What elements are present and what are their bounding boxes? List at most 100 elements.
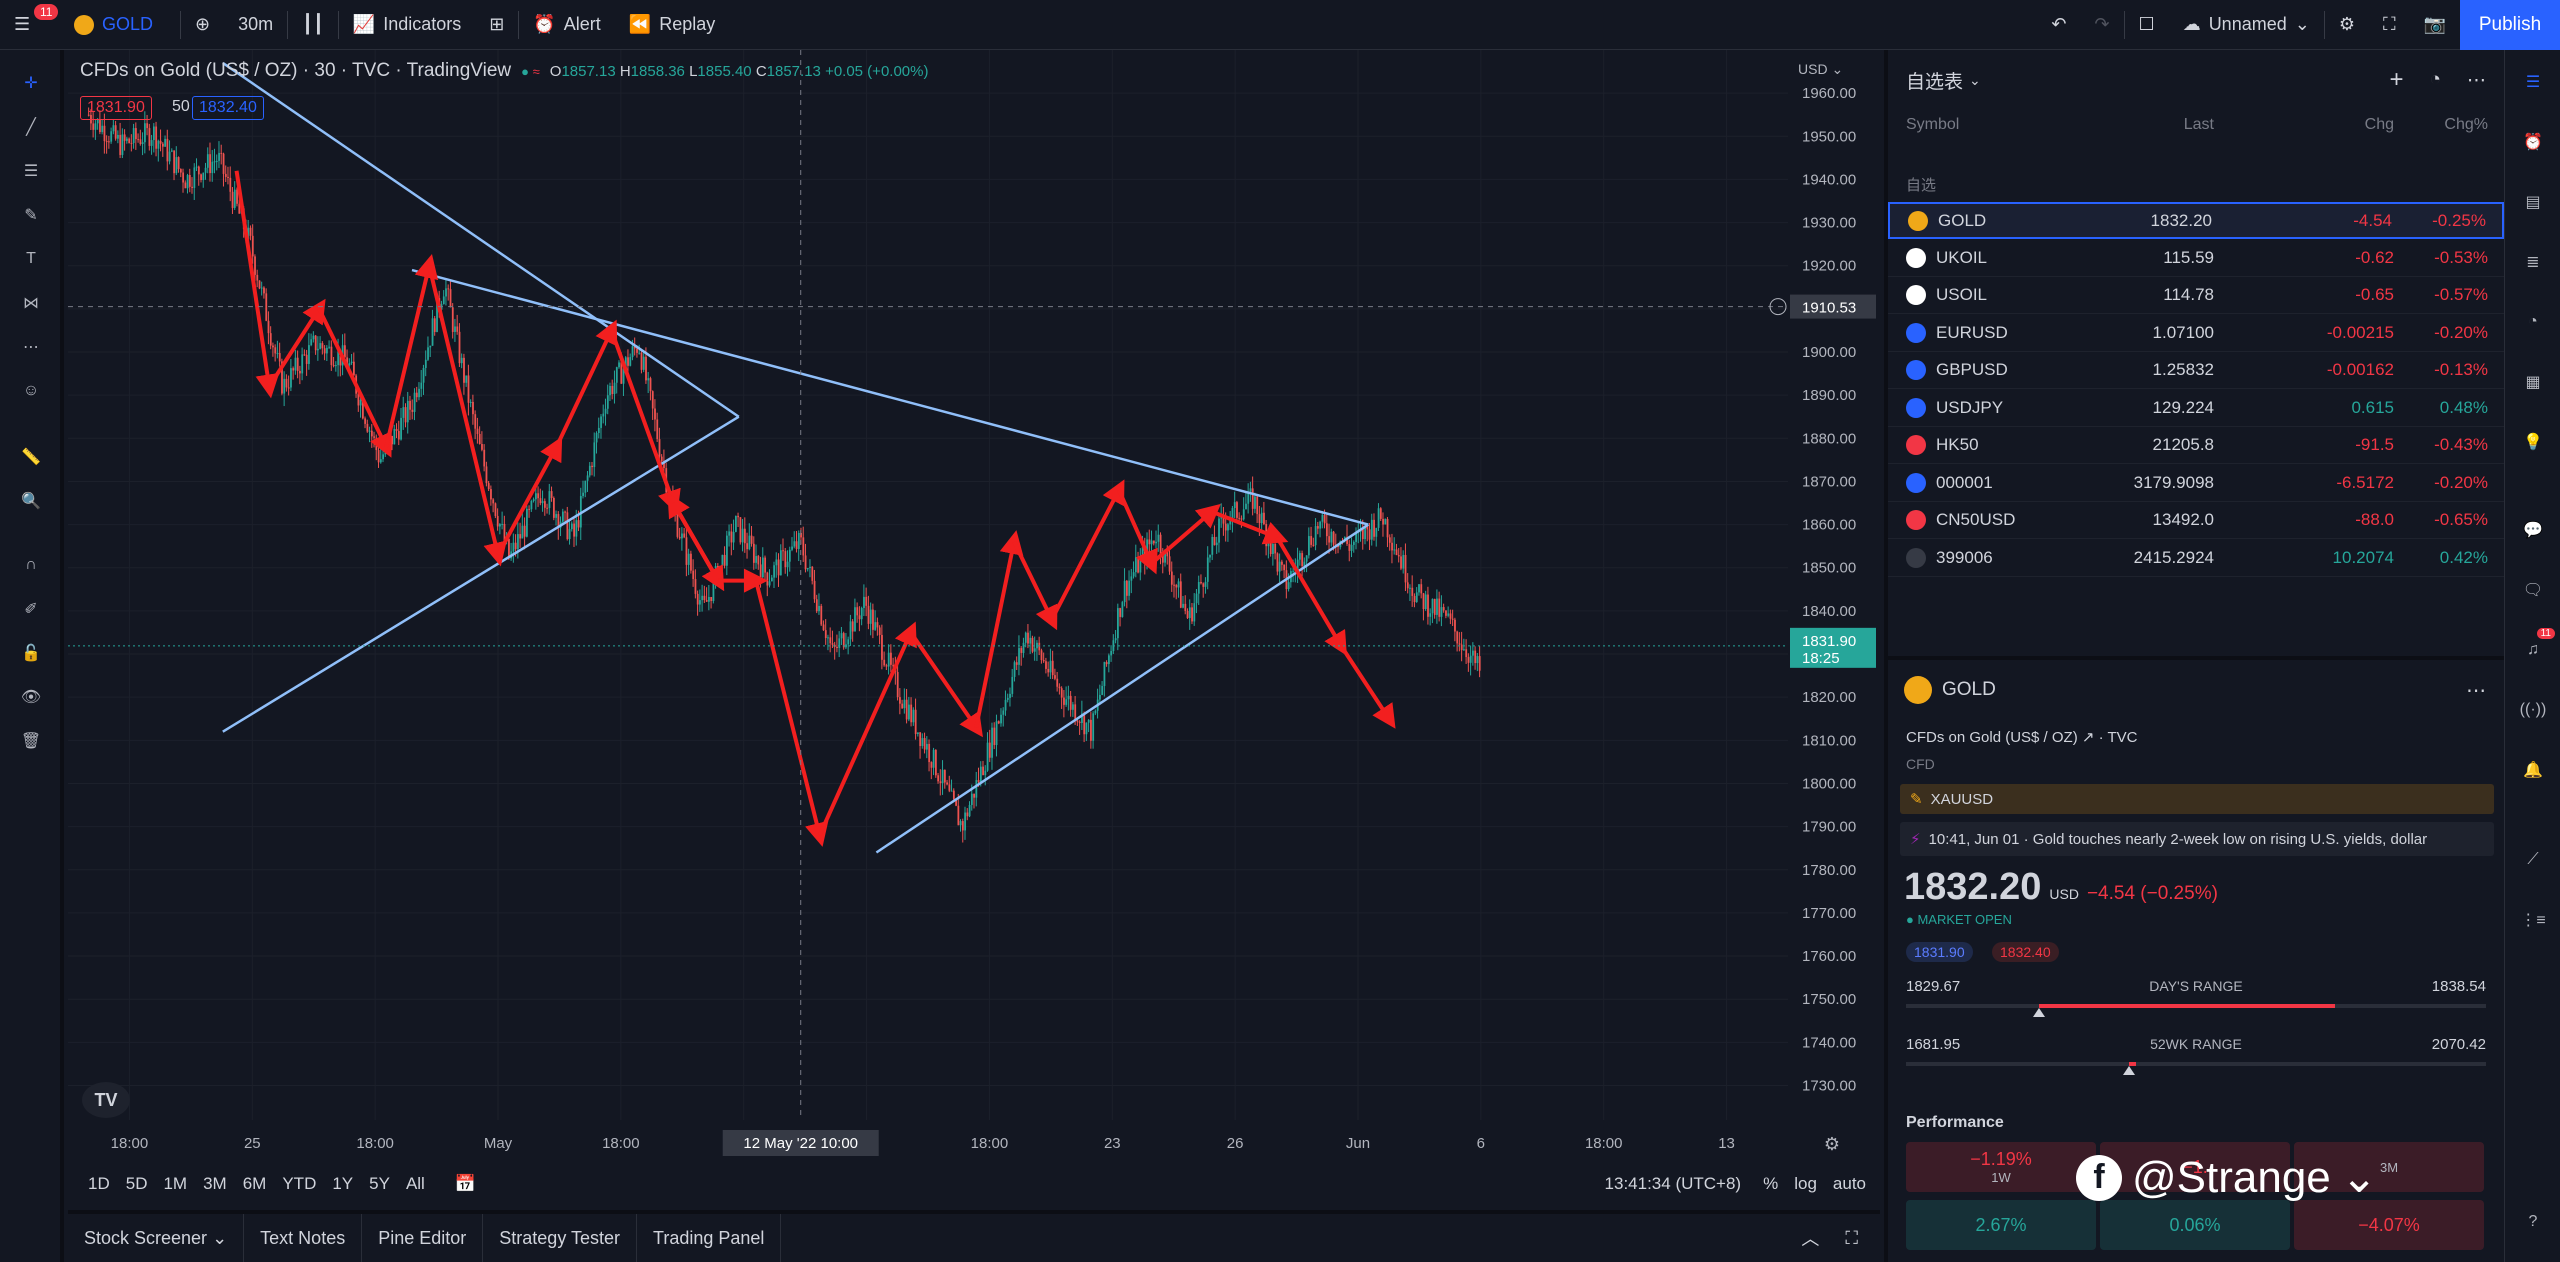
calendar-icon[interactable]: ▦ (2525, 374, 2541, 391)
watchlist-row[interactable]: UKOIL 115.59 -0.62 -0.53% (1888, 240, 2504, 277)
publish-button[interactable]: Publish (2460, 0, 2560, 50)
tab-strategy-tester[interactable]: Strategy Tester (483, 1214, 638, 1262)
dom-icon[interactable]: ⋮≡ (2520, 912, 2546, 929)
tab-stock-screener[interactable]: Stock Screener ⌄ (68, 1214, 245, 1262)
watchlist-row[interactable]: CN50USD 13492.0 -88.0 -0.65% (1888, 502, 2504, 539)
perf-6m[interactable]: 2.67% (1906, 1200, 2096, 1250)
undo-button[interactable]: ↶ (2037, 0, 2080, 50)
timeframe-5d[interactable]: 5D (125, 1174, 148, 1193)
log-toggle[interactable]: log (1794, 1174, 1817, 1193)
perf-1y[interactable]: −4.07% (2294, 1200, 2484, 1250)
crosshair-icon[interactable]: ✛ (24, 75, 38, 92)
trendline-icon[interactable]: ╱ (26, 119, 36, 136)
eye-icon[interactable]: 👁 (20, 689, 42, 706)
watchlist-icon[interactable]: ☰ (2525, 74, 2541, 91)
tab-text-notes[interactable]: Text Notes (244, 1214, 363, 1262)
column-symbol[interactable]: Symbol (1906, 116, 1960, 133)
redo-button[interactable]: ↷ (2080, 0, 2123, 50)
layouts-button[interactable]: ⊞ (475, 0, 518, 50)
prediction-icon[interactable]: ⋯ (23, 339, 39, 356)
zoom-icon[interactable]: 🔍 (21, 493, 41, 510)
pattern-icon[interactable]: ⋈ (23, 295, 39, 312)
add-compare-button[interactable]: ⊕ (181, 0, 224, 50)
timeframe-ytd[interactable]: YTD (282, 1174, 317, 1193)
timeframe-1y[interactable]: 1Y (332, 1174, 354, 1193)
details-symbol[interactable]: GOLD (1942, 679, 1996, 700)
data-window-icon[interactable]: ▤ (2525, 194, 2541, 211)
timeframe-all[interactable]: All (405, 1174, 425, 1193)
news-headline[interactable]: ⚡ 10:41, Jun 01 · Gold touches nearly 2-w… (1900, 822, 2494, 856)
add-symbol-icon[interactable]: + (2389, 66, 2404, 93)
watchlist-row[interactable]: HK50 21205.8 -91.5 -0.43% (1888, 427, 2504, 464)
description-text[interactable]: CFDs on Gold (US$ / OZ) (1906, 729, 2078, 746)
menu-button[interactable]: ☰ 11 (0, 0, 60, 50)
hotlist-icon[interactable]: ◔ (2528, 313, 2538, 330)
perf-1m[interactable]: −1. (2100, 1142, 2290, 1192)
indicators-button[interactable]: 📈 Indicators (339, 0, 475, 50)
emoji-icon[interactable]: ☺ (22, 382, 40, 399)
chart-pane[interactable]: USD ⌄ 1960.00 1950.00 1940.00 1930.00 1920.00… (68, 50, 1880, 1210)
settings-button[interactable]: ⚙ (2325, 0, 2369, 50)
timeframe-3m[interactable]: 3M (203, 1174, 227, 1193)
percent-toggle[interactable]: % (1763, 1174, 1779, 1193)
buy-price[interactable]: 1832.40 (192, 96, 264, 120)
collapse-icon[interactable]: ︿ (1801, 1229, 1820, 1249)
fib-icon[interactable]: ☰ (23, 163, 39, 180)
perf-3m[interactable]: 3M (2294, 1142, 2484, 1192)
news-icon[interactable]: ≣ (2526, 254, 2540, 271)
price-chart[interactable]: USD ⌄ 1960.00 1950.00 1940.00 1930.00 1920.00… (68, 50, 1880, 1210)
alert-button[interactable]: ⏰ Alert (519, 0, 614, 50)
chats-icon[interactable]: 💬 (2523, 522, 2543, 539)
chevron-down-icon[interactable]: ⌄ (1969, 71, 1981, 88)
magnet-icon[interactable]: ∩ (25, 556, 37, 573)
replay-button[interactable]: ⏪ Replay (615, 0, 729, 50)
related-symbol[interactable]: ✎ XAUUSD (1900, 784, 2494, 814)
watchlist-section-label[interactable]: 自选 (1906, 177, 1937, 194)
chart-trend-icon[interactable]: ⟋ (2527, 851, 2539, 868)
column-chg[interactable]: Chg (2364, 116, 2394, 133)
ideas-icon[interactable]: 💡 (2523, 434, 2543, 451)
auto-toggle[interactable]: auto (1832, 1174, 1866, 1193)
external-link-icon[interactable]: ↗ (2081, 729, 2095, 746)
streams-icon[interactable]: ((·)) (2519, 701, 2547, 718)
bell-icon[interactable]: 🔔 (2523, 762, 2543, 779)
ruler-icon[interactable]: 📏 (21, 449, 41, 466)
more-icon[interactable]: ⋯ (2466, 680, 2486, 702)
messages-icon[interactable]: 🗨 (2522, 582, 2544, 599)
sell-price[interactable]: 1831.90 (80, 96, 152, 120)
stay-drawing-icon[interactable]: ✐ (24, 601, 38, 618)
timeframe-6m[interactable]: 6M (242, 1174, 267, 1193)
alerts-icon[interactable]: ⏰ (2523, 134, 2543, 151)
watchlist-row[interactable]: USOIL 114.78 -0.65 -0.57% (1888, 277, 2504, 314)
symbol-search[interactable]: GOLD (60, 0, 180, 50)
select-layout-button[interactable]: ☐ (2125, 0, 2169, 50)
tab-trading-panel[interactable]: Trading Panel (637, 1214, 782, 1262)
watchlist-row[interactable]: USDJPY 129.224 0.615 0.48% (1888, 390, 2504, 427)
watchlist-row[interactable]: EURUSD 1.07100 -0.00215 -0.20% (1888, 315, 2504, 352)
clock-readout[interactable]: 13:41:34 (UTC+8) (1604, 1174, 1742, 1193)
watchlist-row[interactable]: GOLD 1832.20 -4.54 -0.25% (1888, 202, 2504, 239)
goto-date-icon[interactable]: 📅 (454, 1174, 477, 1193)
column-chg-pct[interactable]: Chg% (2444, 116, 2488, 133)
chart-type-button[interactable]: ┃┃ (288, 0, 338, 50)
fullscreen-button[interactable]: ⛶ (2369, 0, 2410, 50)
perf-ytd[interactable]: 0.06% (2100, 1200, 2290, 1250)
timeframe-1d[interactable]: 1D (88, 1174, 110, 1193)
performance-title[interactable]: Performance (1906, 1114, 2004, 1131)
perf-1w[interactable]: −1.19% 1W (1906, 1142, 2096, 1192)
brush-icon[interactable]: ✎ (24, 207, 38, 224)
lock-icon[interactable]: 🔓 (21, 645, 41, 662)
maximize-icon[interactable]: ⛶ (1845, 1227, 1858, 1248)
trash-icon[interactable]: 🗑 (20, 733, 42, 750)
watchlist-row[interactable]: 000001 3179.9098 -6.5172 -0.20% (1888, 465, 2504, 502)
advanced-view-icon[interactable]: ◔ (2429, 69, 2441, 90)
interval-button[interactable]: 30m (224, 0, 287, 50)
watchlist-row[interactable]: GBPUSD 1.25832 -0.00162 -0.13% (1888, 352, 2504, 389)
timeframe-5y[interactable]: 5Y (369, 1174, 390, 1193)
help-icon[interactable]: ? (2528, 1213, 2538, 1230)
column-last[interactable]: Last (2183, 116, 2214, 133)
watchlist-row[interactable]: 399006 2415.2924 10.2074 0.42% (1888, 540, 2504, 577)
watchlist-title[interactable]: 自选表 (1906, 71, 1964, 93)
timeframe-1m[interactable]: 1M (163, 1174, 188, 1193)
text-icon[interactable]: T (26, 250, 36, 267)
